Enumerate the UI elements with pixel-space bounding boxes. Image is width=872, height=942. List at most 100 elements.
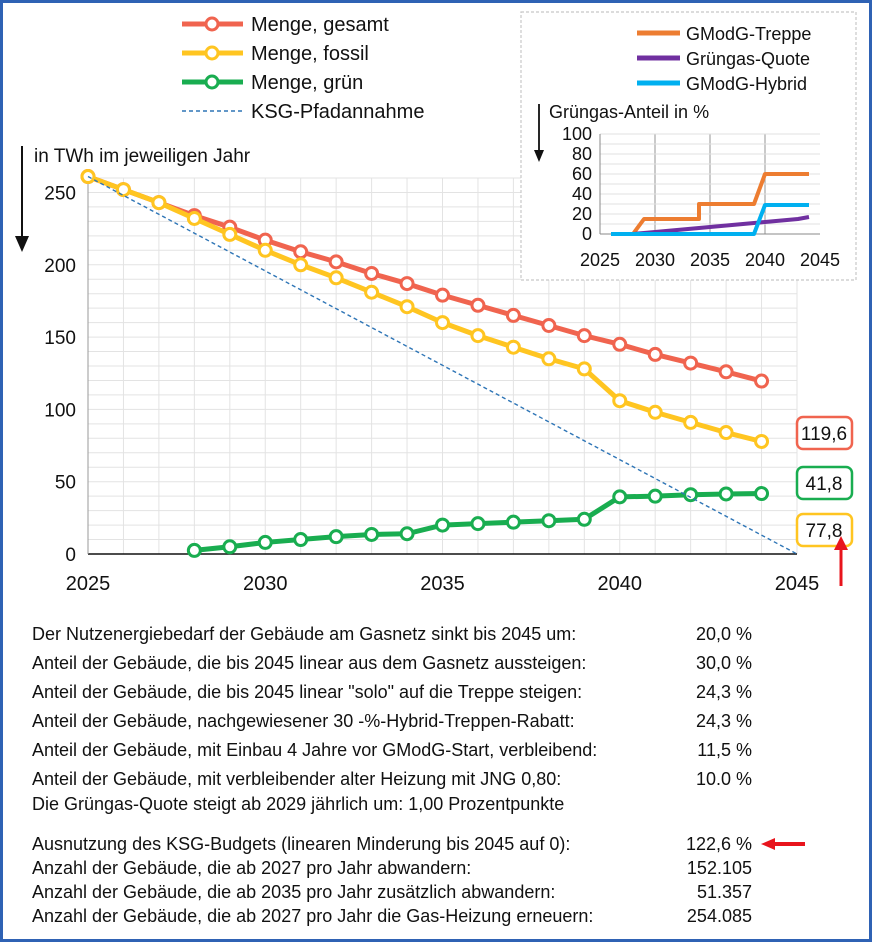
data-point-menge-gr-n	[222, 539, 238, 555]
stat-row: Anteil der Gebäude, mit Einbau 4 Jahre v…	[32, 738, 597, 762]
stat-row: Anzahl der Gebäude, die ab 2035 pro Jahr…	[32, 880, 555, 904]
inset-y-tick-label: 20	[572, 204, 592, 224]
stat-value: 30,0 %	[695, 653, 752, 673]
stat-value: 254.085	[686, 906, 752, 926]
data-point-menge-gesamt	[470, 297, 486, 313]
stat-value: 122,6 %	[685, 834, 752, 854]
data-point-menge-fossil	[328, 270, 344, 286]
y-tick-label: 250	[44, 183, 76, 204]
data-point-menge-gr-n	[399, 526, 415, 542]
data-point-menge-gesamt	[328, 254, 344, 270]
data-point-menge-fossil	[293, 257, 309, 273]
data-point-menge-fossil	[576, 361, 592, 377]
value-label: 119,6	[801, 424, 847, 445]
inset-x-tick-label: 2035	[690, 250, 730, 270]
stat-label: Anteil der Gebäude, die bis 2045 linear …	[32, 682, 583, 702]
data-point-menge-fossil	[399, 299, 415, 315]
x-tick-label: 2040	[598, 573, 643, 595]
data-point-menge-gesamt	[576, 328, 592, 344]
inset-series-line-gmodg-treppe	[611, 172, 809, 236]
data-point-menge-gesamt	[718, 364, 734, 380]
stat-value: 10.0 %	[695, 769, 752, 789]
legend-label: Menge, fossil	[251, 43, 369, 65]
data-point-menge-gr-n	[576, 511, 592, 527]
stat-row: Der Nutzenergiebedarf der Gebäude am Gas…	[32, 622, 576, 646]
stat-value: 11,5 %	[697, 740, 752, 760]
inset-legend-label: GModG-Hybrid	[686, 74, 807, 94]
red-up-arrow-icon	[834, 536, 848, 550]
data-point-menge-gesamt	[364, 265, 380, 281]
stat-label: Ausnutzung des KSG-Budgets (linearen Min…	[32, 834, 571, 854]
data-point-menge-gr-n	[718, 486, 734, 502]
stat-row: Anteil der Gebäude, mit verbleibender al…	[32, 767, 561, 791]
series-line-ksg-pfadannahme	[87, 175, 798, 555]
y-tick-label: 0	[65, 545, 76, 566]
data-point-menge-fossil	[683, 414, 699, 430]
data-point-menge-fossil	[364, 284, 380, 300]
stat-label: Anzahl der Gebäude, die ab 2027 pro Jahr…	[32, 858, 472, 878]
data-point-menge-gesamt	[505, 307, 521, 323]
data-point-menge-fossil	[435, 315, 450, 331]
data-point-menge-gesamt	[647, 346, 663, 362]
data-point-menge-gr-n	[293, 532, 309, 548]
inset-y-tick-label: 40	[572, 184, 592, 204]
inset-x-tick-label: 2040	[745, 250, 785, 270]
data-point-menge-gr-n	[541, 513, 557, 529]
data-point-menge-fossil	[647, 404, 663, 420]
data-point-menge-gesamt	[612, 336, 628, 352]
stat-row: Die Grüngas-Quote steigt ab 2029 jährlic…	[32, 792, 564, 816]
stat-value: 51.357	[696, 882, 752, 902]
data-point-menge-gesamt	[435, 287, 450, 303]
value-label: 41,8	[806, 474, 843, 495]
data-point-menge-gr-n	[683, 487, 699, 503]
data-point-menge-fossil	[257, 242, 273, 258]
data-point-menge-fossil	[470, 328, 486, 344]
data-point-menge-gr-n	[435, 517, 450, 533]
value-label-box	[795, 415, 854, 451]
data-point-menge-fossil	[222, 226, 238, 242]
data-point-menge-fossil	[612, 393, 628, 409]
legend-marker	[204, 45, 220, 61]
stat-value: 24,3 %	[695, 682, 752, 702]
data-point-menge-gesamt	[541, 318, 557, 334]
stat-value: 152.105	[686, 858, 752, 878]
stat-row: Anteil der Gebäude, die bis 2045 linear …	[32, 651, 586, 675]
data-point-menge-gr-n	[647, 488, 663, 504]
data-point-menge-gr-n	[257, 534, 273, 550]
stat-label: Anteil der Gebäude, mit verbleibender al…	[32, 769, 562, 789]
data-point-menge-gr-n	[505, 514, 521, 530]
data-point-menge-fossil	[505, 339, 521, 355]
data-point-menge-fossil	[754, 433, 770, 449]
x-tick-label: 2030	[243, 573, 288, 595]
stat-label: Anteil der Gebäude, die bis 2045 linear …	[32, 653, 587, 673]
inset-legend-label: GModG-Treppe	[686, 24, 811, 44]
y-tick-label: 100	[44, 400, 76, 421]
stat-label: Anteil der Gebäude, nachgewiesener 30 -%…	[32, 711, 575, 731]
stat-label: Anzahl der Gebäude, die ab 2027 pro Jahr…	[32, 906, 594, 926]
inset-y-axis-label: Grüngas-Anteil in %	[549, 102, 709, 122]
inset-x-tick-label: 2045	[800, 250, 840, 270]
value-label-box	[795, 512, 854, 548]
data-point-menge-gesamt	[293, 244, 309, 260]
y-tick-label: 150	[44, 328, 76, 349]
stat-row: Anteil der Gebäude, nachgewiesener 30 -%…	[32, 709, 575, 733]
data-point-menge-gesamt	[399, 276, 415, 292]
y-axis-arrow-icon	[15, 236, 29, 252]
stat-row: Ausnutzung des KSG-Budgets (linearen Min…	[32, 832, 570, 856]
data-point-menge-gr-n	[470, 516, 486, 532]
x-tick-label: 2045	[775, 573, 820, 595]
stat-value: 20,0 %	[695, 624, 752, 644]
stat-row: Anteil der Gebäude, die bis 2045 linear …	[32, 680, 582, 704]
stat-label: Der Nutzenergiebedarf der Gebäude am Gas…	[32, 624, 577, 644]
y-axis-label: in TWh im jeweiligen Jahr	[34, 146, 251, 167]
value-label: 77,8	[806, 521, 843, 542]
inset-down-arrow-icon	[534, 150, 544, 162]
statistics-block: Der Nutzenergiebedarf der Gebäude am Gas…	[32, 622, 832, 932]
stat-label: Die Grüngas-Quote steigt ab 2029 jährlic…	[32, 794, 565, 814]
x-tick-label: 2035	[420, 573, 465, 595]
data-point-menge-gr-n	[328, 529, 344, 545]
data-point-menge-gr-n	[754, 486, 770, 502]
inset-series-line-gmodg-hybrid	[611, 203, 809, 236]
